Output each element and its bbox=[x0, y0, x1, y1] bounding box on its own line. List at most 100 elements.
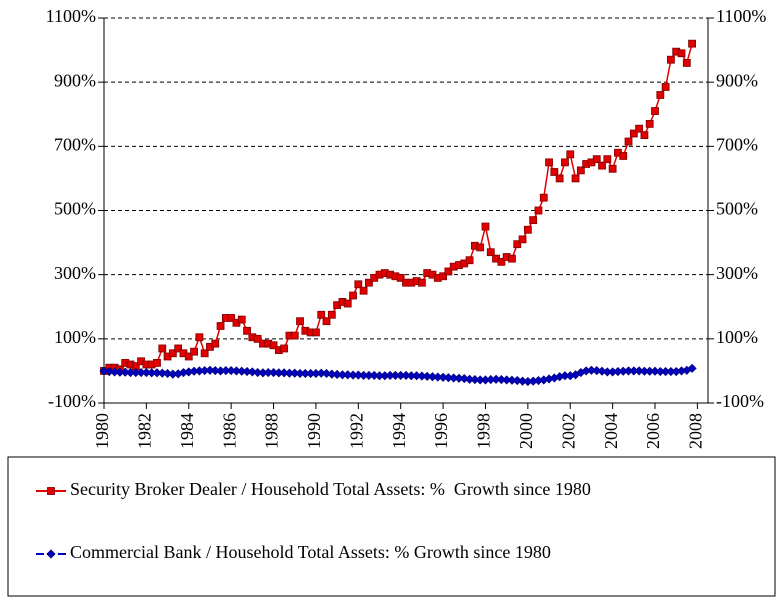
y2-tick-label: 500% bbox=[716, 199, 758, 219]
data-point bbox=[322, 317, 331, 326]
data-point bbox=[216, 322, 225, 330]
x-tick-label: 1988 bbox=[262, 413, 282, 449]
data-point bbox=[280, 344, 289, 353]
data-point bbox=[603, 155, 612, 164]
y-tick-label: 700% bbox=[54, 134, 96, 154]
data-point bbox=[321, 368, 332, 379]
x-tick-label: 1982 bbox=[135, 413, 155, 449]
data-point bbox=[163, 368, 173, 379]
data-point bbox=[247, 367, 257, 377]
data-point bbox=[290, 331, 299, 340]
data-point bbox=[296, 317, 304, 326]
y-tick-label: 100% bbox=[54, 327, 96, 347]
data-point bbox=[624, 137, 633, 146]
y2-tick-label: 300% bbox=[716, 263, 758, 283]
data-point bbox=[550, 168, 559, 176]
data-point bbox=[396, 273, 405, 282]
data-point bbox=[227, 314, 236, 322]
x-tick-label: 1986 bbox=[219, 413, 239, 449]
data-point bbox=[269, 341, 278, 350]
x-tick-label: 1984 bbox=[177, 413, 197, 449]
x-tick-label: 2006 bbox=[643, 413, 663, 449]
data-point bbox=[327, 310, 336, 319]
y2-tick-label: 700% bbox=[716, 134, 758, 154]
data-point bbox=[512, 375, 522, 386]
data-point bbox=[635, 124, 644, 133]
data-point bbox=[645, 119, 654, 128]
data-point bbox=[459, 374, 469, 384]
data-point bbox=[576, 166, 585, 175]
data-point bbox=[200, 349, 209, 358]
data-point bbox=[508, 254, 516, 263]
data-point bbox=[619, 152, 628, 160]
data-point bbox=[518, 235, 527, 244]
data-point bbox=[253, 334, 262, 343]
data-point bbox=[561, 158, 569, 167]
data-point bbox=[439, 272, 447, 281]
legend-label: Security Broker Dealer / Household Total… bbox=[70, 479, 591, 499]
data-point bbox=[99, 366, 109, 376]
x-tick-label: 1992 bbox=[346, 413, 366, 449]
data-point bbox=[592, 366, 602, 376]
data-point bbox=[481, 222, 490, 231]
legend-label: Commercial Bank / Household Total Assets… bbox=[70, 542, 551, 562]
x-tick-label: 1990 bbox=[304, 413, 324, 449]
data-point bbox=[677, 49, 686, 58]
y-tick-label: 500% bbox=[54, 199, 96, 219]
x-tick-label: 1980 bbox=[92, 413, 112, 449]
data-point bbox=[174, 344, 183, 353]
data-point bbox=[688, 39, 697, 48]
data-point bbox=[343, 299, 352, 308]
x-tick-label: 1996 bbox=[431, 413, 451, 449]
data-point bbox=[667, 55, 675, 64]
data-point bbox=[661, 83, 670, 91]
data-point bbox=[158, 344, 167, 353]
y2-tick-label: 900% bbox=[716, 70, 758, 90]
data-point bbox=[444, 267, 453, 276]
data-point bbox=[656, 91, 665, 99]
data-point bbox=[354, 280, 363, 289]
data-point bbox=[211, 339, 220, 348]
data-point bbox=[529, 216, 538, 225]
data-point bbox=[190, 347, 198, 356]
data-point bbox=[513, 240, 522, 249]
data-point bbox=[539, 193, 548, 202]
legend-box bbox=[7, 456, 776, 597]
data-point bbox=[592, 155, 601, 164]
data-point bbox=[243, 326, 251, 335]
data-point bbox=[608, 164, 617, 173]
data-point bbox=[597, 366, 607, 376]
data-point bbox=[486, 248, 495, 257]
data-point bbox=[184, 352, 193, 361]
data-point bbox=[497, 257, 506, 266]
y2-tick-label: 100% bbox=[716, 327, 758, 347]
data-point bbox=[153, 358, 161, 367]
y-tick-label: 900% bbox=[54, 70, 96, 90]
data-point bbox=[571, 174, 580, 183]
data-point bbox=[534, 206, 543, 215]
series-line bbox=[103, 43, 693, 372]
x-tick-label: 1998 bbox=[474, 413, 494, 449]
data-point bbox=[555, 174, 564, 183]
x-tick-label: 1994 bbox=[389, 413, 409, 449]
data-point bbox=[651, 107, 659, 115]
data-point bbox=[545, 158, 553, 167]
x-tick-label: 2008 bbox=[686, 413, 706, 449]
y-tick-label: -100% bbox=[48, 391, 96, 411]
data-point bbox=[629, 129, 638, 138]
data-point bbox=[195, 333, 204, 342]
y-tick-label: 300% bbox=[54, 263, 96, 283]
data-point bbox=[312, 328, 320, 337]
data-point bbox=[598, 161, 606, 170]
data-point bbox=[682, 59, 691, 67]
data-point bbox=[687, 363, 697, 373]
y-tick-label: 1100% bbox=[46, 6, 96, 26]
x-tick-label: 2000 bbox=[516, 413, 536, 449]
legend-marker bbox=[47, 487, 55, 495]
legend-marker bbox=[46, 549, 56, 559]
x-tick-label: 2004 bbox=[601, 413, 621, 449]
data-point bbox=[465, 256, 474, 265]
x-tick-label: 2002 bbox=[558, 413, 578, 449]
data-point bbox=[476, 243, 485, 252]
